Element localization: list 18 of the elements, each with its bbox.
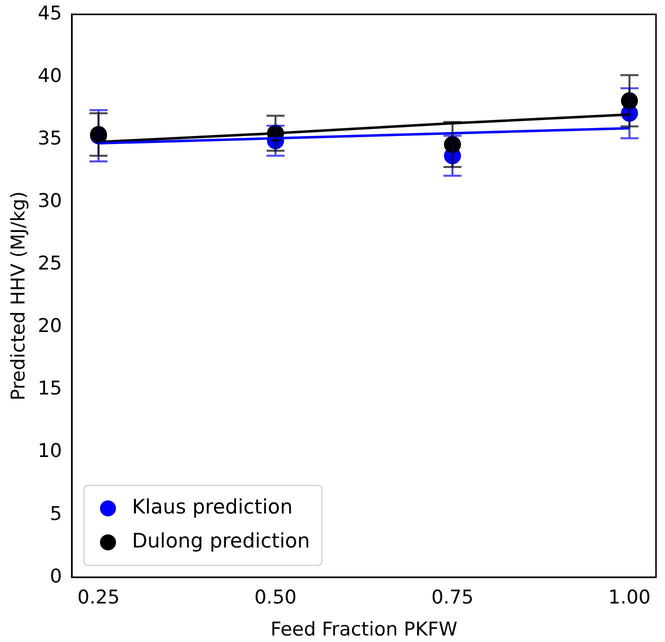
y-axis-title: Predicted HHV (MJ/kg): [7, 191, 30, 400]
y-tick-label: 10: [38, 440, 62, 462]
y-tick-label: 0: [50, 565, 62, 588]
x-axis-title: Feed Fraction PKFW: [270, 618, 458, 641]
y-tick-label: 35: [38, 127, 62, 150]
x-tick-label: 1.00: [608, 586, 651, 609]
y-tick-label: 45: [38, 2, 62, 24]
y-tick-label: 25: [38, 252, 62, 275]
y-tick-label: 5: [50, 502, 62, 525]
legend-label: Dulong prediction: [132, 528, 310, 553]
x-tick-label: 0.50: [254, 586, 297, 609]
legend-label: Klaus prediction: [132, 494, 293, 519]
y-tick-label: 30: [38, 190, 62, 212]
y-tick-label: 15: [38, 378, 62, 400]
y-tick-label: 40: [38, 64, 62, 87]
x-tick-label: 0.25: [77, 586, 120, 609]
x-tick-label: 0.75: [431, 586, 474, 609]
y-tick-label: 20: [38, 315, 62, 338]
